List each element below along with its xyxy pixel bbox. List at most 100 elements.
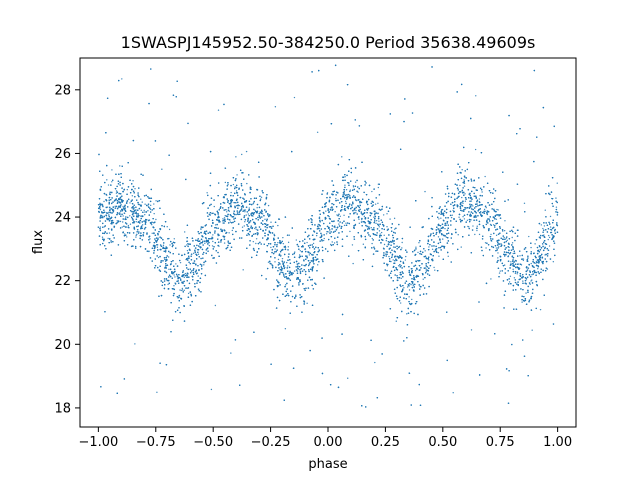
- data-point: [293, 96, 296, 99]
- data-point: [548, 236, 551, 239]
- data-point: [464, 208, 466, 211]
- data-point: [168, 268, 170, 271]
- data-point: [135, 236, 137, 238]
- data-point: [287, 265, 289, 267]
- data-point: [121, 78, 123, 80]
- data-point: [125, 226, 128, 228]
- data-point: [186, 249, 189, 252]
- data-point: [126, 236, 128, 238]
- data-point: [371, 242, 373, 245]
- data-point: [506, 239, 508, 242]
- data-point: [161, 168, 163, 170]
- data-point: [99, 208, 102, 211]
- data-point: [399, 302, 402, 304]
- data-point: [464, 200, 467, 202]
- data-point: [134, 343, 136, 345]
- data-point: [555, 197, 557, 199]
- data-point: [226, 211, 228, 213]
- data-point: [344, 184, 346, 186]
- data-point: [208, 244, 211, 247]
- data-point: [214, 224, 217, 226]
- data-point: [368, 225, 370, 228]
- data-point: [433, 266, 435, 269]
- data-point: [131, 195, 134, 197]
- data-point: [547, 238, 549, 241]
- data-point: [223, 222, 226, 224]
- data-point: [308, 254, 311, 256]
- data-point: [459, 184, 461, 187]
- data-point: [103, 200, 105, 203]
- data-point: [386, 226, 388, 228]
- data-point: [143, 209, 145, 212]
- data-point: [252, 240, 255, 243]
- data-point: [371, 190, 373, 193]
- data-point: [528, 235, 530, 238]
- data-point: [371, 237, 373, 240]
- data-point: [157, 256, 160, 259]
- data-point: [235, 156, 237, 158]
- data-point: [378, 226, 380, 228]
- data-point: [167, 283, 169, 286]
- data-point: [325, 210, 327, 212]
- data-point: [516, 273, 518, 275]
- data-point: [522, 258, 525, 260]
- data-point: [267, 204, 270, 207]
- data-point: [342, 194, 344, 196]
- data-point: [543, 234, 545, 236]
- data-point: [428, 246, 430, 248]
- data-point: [212, 240, 214, 243]
- data-point: [401, 247, 403, 249]
- data-point: [260, 196, 263, 199]
- data-point: [544, 254, 546, 256]
- data-point: [384, 253, 387, 255]
- data-point: [255, 238, 258, 240]
- data-point: [424, 250, 426, 252]
- data-point: [503, 229, 506, 232]
- data-point: [270, 246, 272, 249]
- data-point: [386, 265, 389, 267]
- data-point: [463, 179, 465, 181]
- data-point: [352, 186, 355, 188]
- data-point: [417, 251, 419, 254]
- data-point: [111, 181, 113, 183]
- data-point: [476, 225, 478, 227]
- data-point: [497, 209, 499, 211]
- data-point: [326, 192, 329, 194]
- data-point: [245, 214, 247, 216]
- data-point: [336, 214, 338, 216]
- data-point: [484, 210, 486, 213]
- data-point: [530, 280, 532, 282]
- data-point: [463, 185, 466, 187]
- data-point: [424, 190, 426, 193]
- data-point: [470, 329, 473, 331]
- data-point: [401, 241, 403, 244]
- data-point: [246, 182, 248, 185]
- data-point: [542, 227, 544, 230]
- data-point: [245, 150, 248, 153]
- data-point: [462, 215, 464, 218]
- data-point: [511, 236, 513, 239]
- data-point: [183, 289, 185, 292]
- data-point: [343, 214, 345, 216]
- data-point: [518, 263, 520, 265]
- data-point: [355, 209, 357, 212]
- data-point: [405, 255, 407, 258]
- data-point: [186, 244, 188, 246]
- data-point: [496, 208, 498, 211]
- data-point: [461, 168, 463, 171]
- data-point: [144, 213, 146, 216]
- data-point: [389, 218, 391, 220]
- data-point: [187, 243, 189, 245]
- data-point: [133, 207, 136, 209]
- data-point: [379, 233, 381, 235]
- data-point: [522, 259, 525, 262]
- data-point: [129, 223, 132, 225]
- data-point: [197, 275, 199, 277]
- data-point: [344, 176, 346, 178]
- data-point: [141, 224, 144, 226]
- data-point: [497, 252, 499, 254]
- data-point: [490, 233, 492, 236]
- data-point: [317, 223, 320, 226]
- data-point: [286, 261, 288, 264]
